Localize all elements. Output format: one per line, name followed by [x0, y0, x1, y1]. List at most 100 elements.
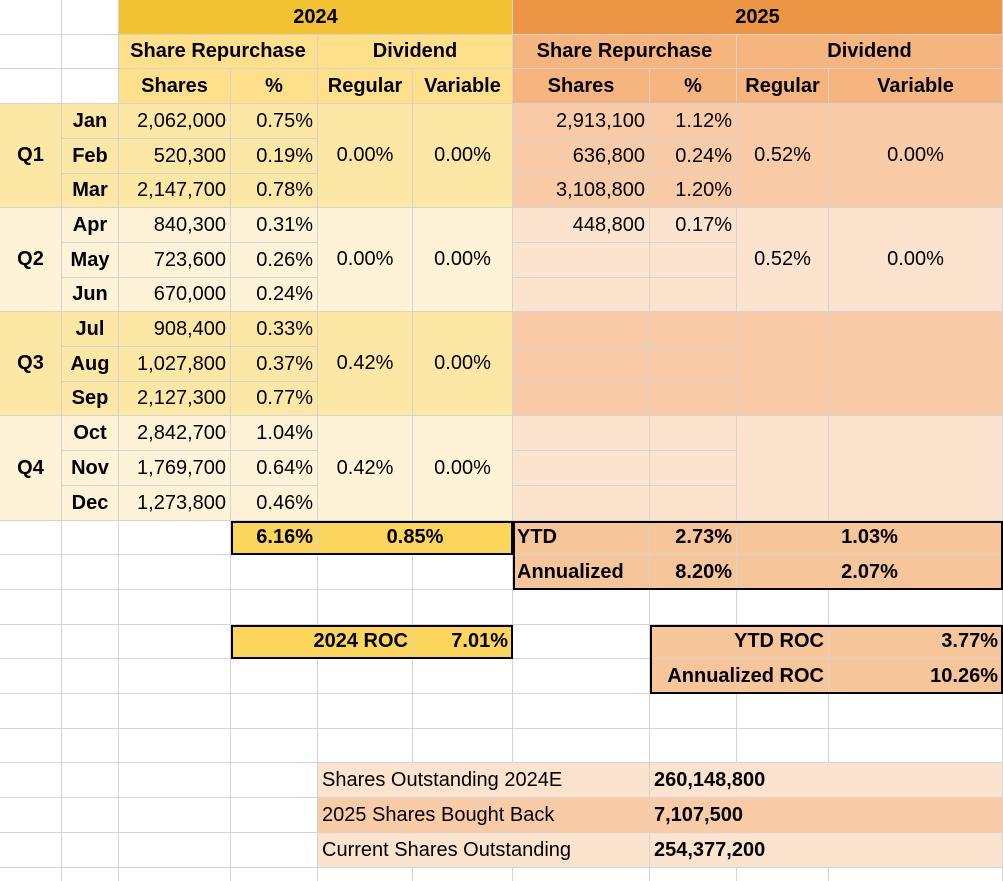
- empty-cell[interactable]: [829, 729, 1003, 763]
- empty-cell[interactable]: [119, 521, 231, 555]
- shares-2025-cell[interactable]: [513, 451, 650, 486]
- empty-cell[interactable]: [0, 694, 62, 729]
- pct-2024-cell[interactable]: 0.24%: [231, 278, 318, 312]
- empty-cell[interactable]: [62, 729, 119, 763]
- pct-2025-cell[interactable]: [650, 486, 737, 521]
- summary-label[interactable]: Shares Outstanding 2024E: [318, 763, 650, 798]
- total-dividend-2024[interactable]: 0.85%: [318, 521, 513, 555]
- empty-cell[interactable]: [119, 798, 231, 833]
- ytd-roc-label[interactable]: YTD ROC: [650, 625, 829, 659]
- empty-cell[interactable]: [413, 868, 513, 881]
- empty-cell[interactable]: [0, 0, 62, 35]
- regular-2025-header[interactable]: Regular: [737, 69, 829, 104]
- pct-2025-cell[interactable]: 0.24%: [650, 139, 737, 174]
- empty-cell[interactable]: [513, 729, 650, 763]
- shares-2024-cell[interactable]: 1,273,800: [119, 486, 231, 521]
- empty-cell[interactable]: [62, 798, 119, 833]
- empty-cell[interactable]: [650, 590, 737, 625]
- month-label[interactable]: Oct: [62, 416, 119, 451]
- empty-cell[interactable]: [62, 521, 119, 555]
- variable-2025-header[interactable]: Variable: [829, 69, 1003, 104]
- ytd-repurchase[interactable]: 2.73%: [650, 521, 737, 555]
- summary-value[interactable]: 254,377,200: [650, 833, 1003, 868]
- shares-2025-cell[interactable]: 448,800: [513, 208, 650, 243]
- share-repurchase-2024-header[interactable]: Share Repurchase: [119, 35, 318, 69]
- empty-cell[interactable]: [119, 555, 231, 590]
- pct-2025-header[interactable]: %: [650, 69, 737, 104]
- annualized-label[interactable]: Annualized: [513, 555, 650, 590]
- empty-cell[interactable]: [413, 694, 513, 729]
- empty-cell[interactable]: [231, 590, 318, 625]
- month-label[interactable]: Jun: [62, 278, 119, 312]
- month-label[interactable]: Dec: [62, 486, 119, 521]
- pct-2024-cell[interactable]: 0.33%: [231, 312, 318, 347]
- shares-2025-header[interactable]: Shares: [513, 69, 650, 104]
- empty-cell[interactable]: [413, 729, 513, 763]
- pct-2024-cell[interactable]: 0.78%: [231, 174, 318, 208]
- annualized-roc-label[interactable]: Annualized ROC: [650, 659, 829, 694]
- shares-2025-cell[interactable]: [513, 416, 650, 451]
- empty-cell[interactable]: [0, 35, 62, 69]
- empty-cell[interactable]: [513, 868, 650, 881]
- empty-cell[interactable]: [829, 590, 1003, 625]
- empty-cell[interactable]: [231, 868, 318, 881]
- pct-2025-cell[interactable]: [650, 451, 737, 486]
- empty-cell[interactable]: [829, 868, 1003, 881]
- regular-dividend-2024[interactable]: 0.42%: [318, 416, 413, 521]
- regular-dividend-2024[interactable]: 0.00%: [318, 208, 413, 312]
- regular-dividend-2025[interactable]: [737, 312, 829, 416]
- shares-2024-cell[interactable]: 2,842,700: [119, 416, 231, 451]
- empty-cell[interactable]: [650, 729, 737, 763]
- empty-cell[interactable]: [737, 868, 829, 881]
- empty-cell[interactable]: [318, 555, 413, 590]
- month-label[interactable]: Mar: [62, 174, 119, 208]
- annualized-repurchase[interactable]: 8.20%: [650, 555, 737, 590]
- empty-cell[interactable]: [413, 659, 513, 694]
- empty-cell[interactable]: [119, 625, 231, 659]
- shares-2025-cell[interactable]: [513, 382, 650, 416]
- empty-cell[interactable]: [119, 833, 231, 868]
- empty-cell[interactable]: [737, 729, 829, 763]
- total-repurchase-2024[interactable]: 6.16%: [231, 521, 318, 555]
- roc-2024-label[interactable]: 2024 ROC: [231, 625, 413, 659]
- empty-cell[interactable]: [737, 694, 829, 729]
- empty-cell[interactable]: [513, 590, 650, 625]
- empty-cell[interactable]: [62, 659, 119, 694]
- ytd-dividend[interactable]: 1.03%: [737, 521, 1003, 555]
- empty-cell[interactable]: [0, 555, 62, 590]
- shares-2024-cell[interactable]: 520,300: [119, 139, 231, 174]
- pct-2025-cell[interactable]: [650, 278, 737, 312]
- empty-cell[interactable]: [231, 729, 318, 763]
- empty-cell[interactable]: [0, 521, 62, 555]
- pct-2024-cell[interactable]: 0.37%: [231, 347, 318, 382]
- variable-2024-header[interactable]: Variable: [413, 69, 513, 104]
- empty-cell[interactable]: [0, 625, 62, 659]
- empty-cell[interactable]: [62, 694, 119, 729]
- month-label[interactable]: Apr: [62, 208, 119, 243]
- empty-cell[interactable]: [318, 590, 413, 625]
- empty-cell[interactable]: [318, 868, 413, 881]
- empty-cell[interactable]: [119, 694, 231, 729]
- pct-2024-cell[interactable]: 0.46%: [231, 486, 318, 521]
- empty-cell[interactable]: [0, 868, 62, 881]
- empty-cell[interactable]: [62, 590, 119, 625]
- regular-dividend-2025[interactable]: 0.52%: [737, 208, 829, 312]
- shares-2024-cell[interactable]: 2,062,000: [119, 104, 231, 139]
- empty-cell[interactable]: [650, 694, 737, 729]
- regular-dividend-2025[interactable]: 0.52%: [737, 104, 829, 208]
- summary-value[interactable]: 260,148,800: [650, 763, 1003, 798]
- empty-cell[interactable]: [650, 868, 737, 881]
- empty-cell[interactable]: [318, 659, 413, 694]
- annualized-roc-value[interactable]: 10.26%: [829, 659, 1003, 694]
- shares-2025-cell[interactable]: [513, 347, 650, 382]
- pct-2024-cell[interactable]: 0.77%: [231, 382, 318, 416]
- variable-dividend-2024[interactable]: 0.00%: [413, 104, 513, 208]
- shares-2025-cell[interactable]: 2,913,100: [513, 104, 650, 139]
- empty-cell[interactable]: [0, 590, 62, 625]
- variable-dividend-2025[interactable]: 0.00%: [829, 104, 1003, 208]
- month-label[interactable]: May: [62, 243, 119, 278]
- summary-label[interactable]: Current Shares Outstanding: [318, 833, 650, 868]
- month-label[interactable]: Feb: [62, 139, 119, 174]
- regular-dividend-2025[interactable]: [737, 416, 829, 521]
